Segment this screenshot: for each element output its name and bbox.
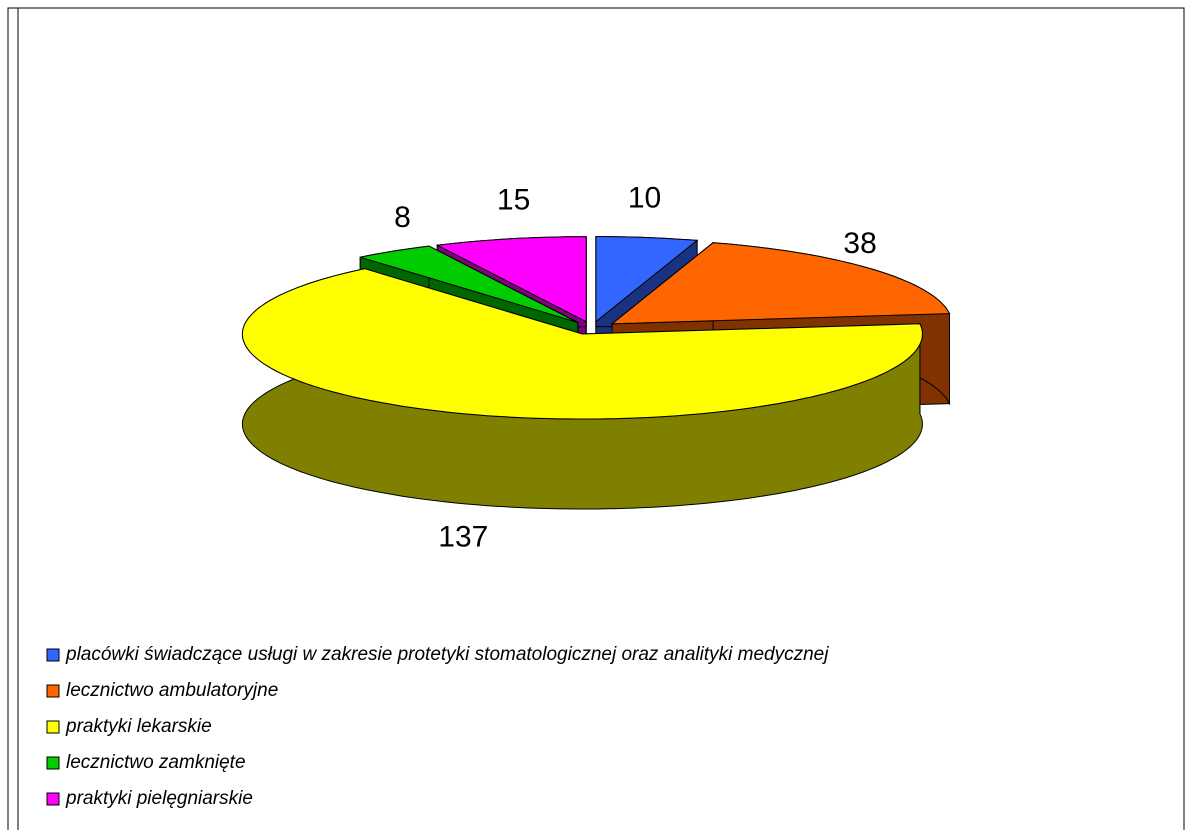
legend-label: lecznictwo ambulatoryjne [66, 680, 278, 701]
legend-label: praktyki pielęgniarskie [65, 788, 253, 809]
slice-top [595, 236, 699, 323]
data-label: 15 [497, 183, 530, 216]
legend-label: placówki świadczące usługi w zakresie pr… [65, 644, 829, 665]
data-label: 38 [843, 227, 876, 260]
slice-top [360, 245, 579, 323]
legend-label: lecznictwo zamknięte [66, 752, 246, 773]
legend-swatch [46, 684, 60, 698]
slice-top [610, 242, 951, 325]
legend-swatch [46, 792, 60, 806]
legend-swatch [46, 648, 60, 662]
data-label: 10 [628, 182, 661, 215]
frame [7, 7, 1185, 830]
slice-top [241, 268, 923, 420]
data-label: 137 [438, 521, 488, 554]
legend-label: praktyki lekarskie [65, 716, 212, 737]
legend-swatch [46, 720, 60, 734]
slice-top [435, 236, 587, 323]
data-label: 8 [394, 201, 411, 234]
pie-slice [241, 268, 923, 510]
legend-swatch [46, 756, 60, 770]
